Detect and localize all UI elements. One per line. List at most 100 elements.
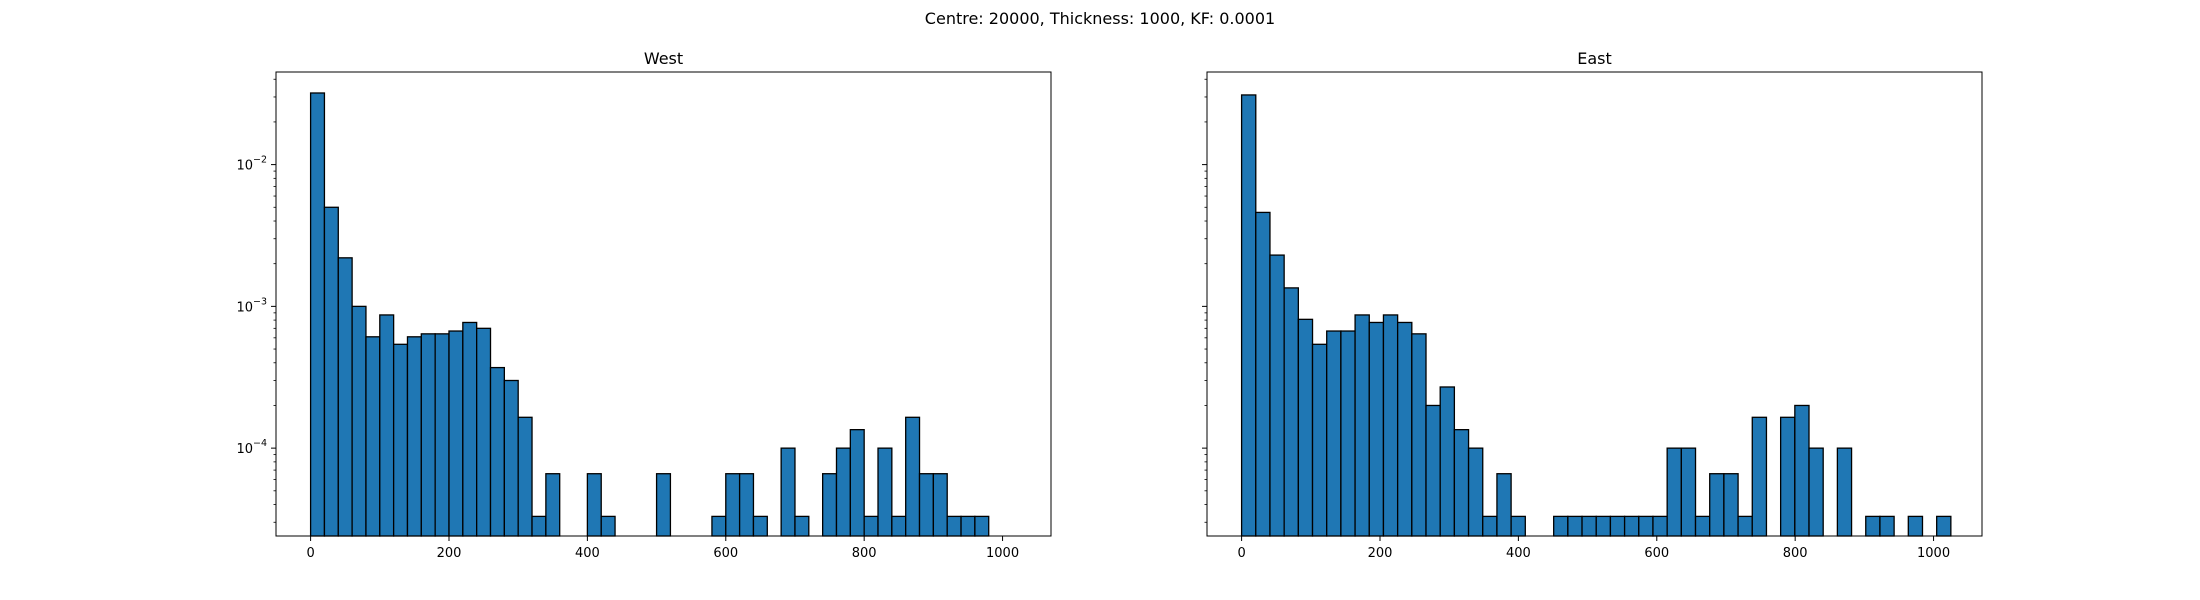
histogram-bar xyxy=(960,515,976,537)
histogram-bar xyxy=(476,327,492,537)
chart-panel-east: East 0 200 400 600 800 1000 xyxy=(1202,49,1983,561)
histogram-bar xyxy=(794,515,810,537)
histogram-bar xyxy=(1482,515,1498,537)
histogram-bar xyxy=(1623,515,1640,537)
histogram-bar xyxy=(1496,473,1512,537)
histogram-bar xyxy=(489,366,505,537)
histogram-bar xyxy=(1354,314,1370,537)
histogram-bar xyxy=(1652,515,1668,537)
histogram-bar xyxy=(1680,447,1697,537)
x-tick-label: 600 xyxy=(1644,546,1669,561)
histogram-bar xyxy=(1751,416,1768,537)
histogram-bar xyxy=(1879,515,1895,537)
histogram-bar xyxy=(1425,404,1441,537)
histogram-bar xyxy=(1340,330,1356,537)
histogram-bar xyxy=(1779,416,1796,537)
histogram-bar xyxy=(1510,515,1526,537)
histogram-bar xyxy=(835,447,851,537)
histogram-bar xyxy=(1581,515,1597,537)
histogram-bar xyxy=(1609,515,1626,537)
histogram-bar xyxy=(600,515,616,537)
x-tick-label: 1000 xyxy=(986,546,1019,561)
histogram-bar xyxy=(531,515,547,537)
histogram-bar xyxy=(1368,321,1385,537)
x-tick-label: 200 xyxy=(1368,546,1393,561)
histogram-bar xyxy=(905,416,921,537)
histogram-bar xyxy=(1595,515,1612,537)
histogram-bar xyxy=(309,92,326,537)
histogram-bar xyxy=(711,515,727,537)
histogram-bar xyxy=(434,333,450,537)
histogram-bar xyxy=(517,416,533,537)
histogram-bar xyxy=(365,336,381,537)
histogram-bar xyxy=(1709,473,1725,537)
panel-title: East xyxy=(1577,49,1612,68)
histogram-bar xyxy=(420,333,436,537)
x-tick-label: 0 xyxy=(1237,546,1245,561)
histogram-bar xyxy=(392,343,409,537)
histogram-bar xyxy=(1255,211,1271,537)
histogram-bar xyxy=(462,321,478,537)
histogram-bar xyxy=(1723,473,1739,537)
histogram-bar xyxy=(1808,447,1824,537)
histogram-bar xyxy=(849,429,865,537)
histogram-bar xyxy=(1737,515,1753,537)
histogram-bar xyxy=(406,336,422,537)
histogram-bar xyxy=(1396,321,1413,537)
x-tick-label: 400 xyxy=(575,546,600,561)
histogram-bar xyxy=(1382,314,1399,537)
histogram-bar xyxy=(1865,515,1881,537)
histogram-bar xyxy=(891,515,907,537)
x-tick-label: 800 xyxy=(1783,546,1808,561)
x-tick-label: 400 xyxy=(1506,546,1531,561)
histogram-bar xyxy=(738,473,755,537)
x-tick-label: 200 xyxy=(437,546,462,561)
histogram-bar xyxy=(351,305,367,537)
histogram-bar xyxy=(1411,333,1427,537)
histogram-bar xyxy=(1439,386,1456,537)
x-tick-label: 800 xyxy=(852,546,877,561)
histogram-bar xyxy=(1240,94,1257,537)
histogram-bar xyxy=(1907,515,1924,537)
histogram-bar xyxy=(1794,404,1810,537)
histogram-bar xyxy=(545,473,561,537)
histogram-bar xyxy=(974,515,990,537)
histogram-bar xyxy=(1453,429,1470,537)
chart-panel-west: West 0 200 400 600 800 1000 10−2 10−3 10−4 xyxy=(236,49,1052,561)
histogram-bar xyxy=(1553,515,1569,537)
histogram-bar xyxy=(586,473,602,537)
histogram-bar xyxy=(1326,330,1342,537)
histogram-bar xyxy=(379,314,395,537)
y-tick-label: 10−4 xyxy=(236,438,267,457)
histogram-bar xyxy=(337,257,353,537)
panel-title: West xyxy=(644,49,683,68)
histogram-bar xyxy=(448,330,464,537)
x-tick-label: 0 xyxy=(306,546,314,561)
histogram-bar xyxy=(946,515,962,537)
histogram-bar xyxy=(725,473,741,537)
histogram-bar xyxy=(1836,447,1853,537)
histogram-bar xyxy=(1936,515,1952,537)
x-tick-label: 600 xyxy=(713,546,738,561)
figure-suptitle: Centre: 20000, Thickness: 1000, KF: 0.00… xyxy=(925,9,1275,28)
histogram-bar xyxy=(1467,447,1484,537)
x-tick-label: 1000 xyxy=(1917,546,1950,561)
histogram-bar xyxy=(877,447,893,537)
histogram-bar xyxy=(822,473,838,537)
histogram-bar xyxy=(1567,515,1583,537)
histogram-bar xyxy=(503,379,519,537)
histogram-bar xyxy=(1311,343,1328,537)
plot-frame xyxy=(275,71,1052,537)
y-tick-label: 10−3 xyxy=(236,296,267,315)
histogram-bar xyxy=(752,515,768,537)
histogram-bar xyxy=(1694,515,1711,537)
histogram-bar xyxy=(863,515,879,537)
histogram-bar xyxy=(780,447,796,537)
histogram-bar xyxy=(1283,287,1299,537)
histogram-bar xyxy=(1638,515,1654,537)
histogram-bar xyxy=(323,206,339,537)
histogram-bar xyxy=(918,473,935,537)
plot-frame xyxy=(1206,71,1983,537)
histogram-bar xyxy=(655,473,672,537)
